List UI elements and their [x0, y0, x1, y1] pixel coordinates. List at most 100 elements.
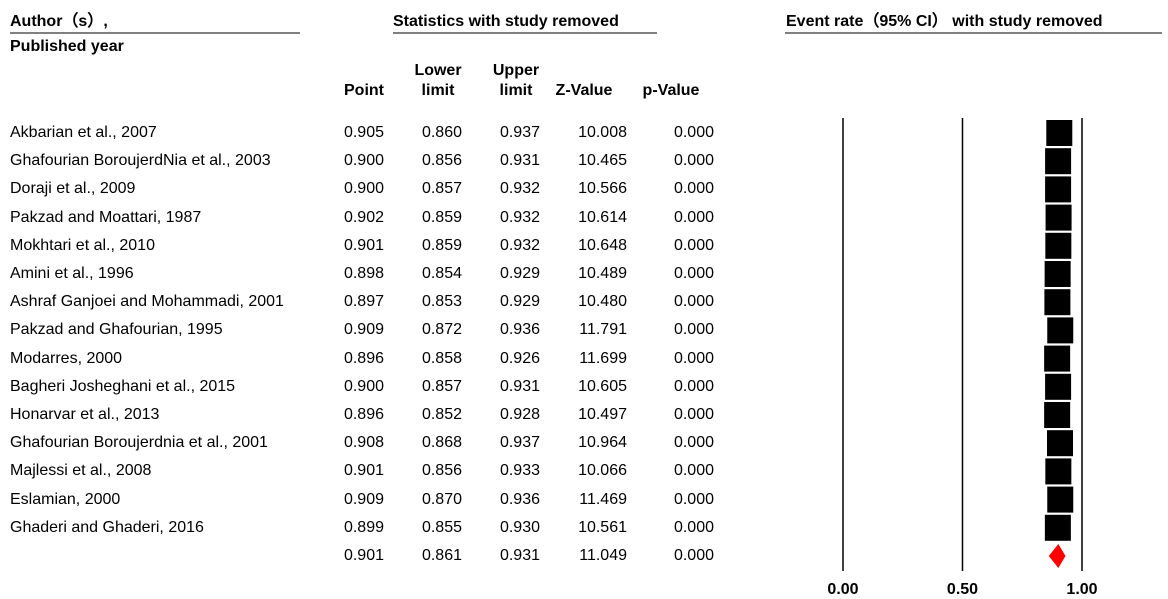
study-name: Ghafourian BoroujerdNia et al., 2003 — [10, 152, 271, 170]
table-cell: 0.926 — [499, 349, 540, 367]
table-cell: 10.605 — [578, 377, 627, 395]
table-cell: 10.566 — [578, 180, 627, 198]
column-header: p-Value — [642, 82, 700, 99]
table-cell: 0.854 — [421, 265, 462, 282]
table-cell: 0.896 — [343, 349, 384, 367]
table-cell: 0.000 — [673, 377, 714, 395]
table-cell: 10.465 — [578, 152, 627, 170]
table-cell: 0.858 — [421, 349, 462, 367]
point-marker — [1045, 148, 1072, 175]
table-cell: 0.936 — [499, 321, 540, 339]
table-cell: 0.000 — [673, 462, 714, 480]
table-cell: 0.930 — [499, 518, 540, 536]
point-marker — [1044, 514, 1071, 541]
table-cell: 0.909 — [343, 321, 384, 339]
table-cell: 0.932 — [499, 180, 540, 198]
table-cell: 0.937 — [499, 434, 540, 452]
point-marker — [1045, 373, 1072, 400]
point-marker — [1047, 486, 1074, 513]
table-cell: 11.469 — [579, 490, 627, 508]
table-cell: 0.856 — [421, 462, 462, 480]
table-cell: 10.480 — [578, 293, 627, 311]
column-header: Lower limit — [414, 62, 462, 99]
table-cell: 0.868 — [421, 434, 462, 452]
point-marker — [1045, 232, 1072, 259]
table-cell: 0.905 — [343, 124, 384, 141]
table-cell: 0.853 — [421, 293, 462, 311]
table-cell: 0.859 — [421, 208, 462, 226]
table-cell: 0.902 — [343, 208, 384, 226]
table-cell: 0.000 — [673, 518, 714, 536]
table-cell: 10.008 — [578, 124, 627, 141]
point-marker — [1045, 458, 1072, 485]
table-cell: 10.648 — [578, 236, 627, 254]
table-cell: 0.000 — [673, 321, 714, 339]
column-header: Point — [344, 82, 384, 99]
table-cell: 0.870 — [421, 490, 462, 508]
study-name: Eslamian, 2000 — [10, 490, 121, 508]
table-cell: 0.899 — [343, 518, 384, 536]
point-marker — [1044, 289, 1071, 316]
table-cell: 0.000 — [673, 406, 714, 423]
table-cell: 10.964 — [578, 434, 627, 452]
study-name: Pakzad and Moattari, 1987 — [10, 208, 202, 226]
point-marker — [1045, 176, 1072, 203]
table-cell: 0.931 — [499, 547, 540, 564]
table-cell: 10.497 — [578, 406, 627, 423]
table-cell: 0.932 — [499, 236, 540, 254]
table-cell: 0.000 — [673, 265, 714, 282]
column-header: Z-Value — [555, 82, 613, 99]
study-name: Ghaderi and Ghaderi, 2016 — [10, 518, 204, 536]
table-cell: 0.857 — [421, 180, 462, 198]
point-marker — [1045, 204, 1072, 231]
study-name: Mokhtari et al., 2010 — [10, 236, 155, 254]
table-cell: 10.489 — [578, 265, 627, 282]
table-cell: 0.000 — [673, 490, 714, 508]
table-cell: 0.901 — [343, 462, 384, 480]
table-cell: 0.931 — [499, 377, 540, 395]
table-cell: 0.898 — [343, 265, 384, 282]
table-cell: 0.859 — [421, 236, 462, 254]
table-cell: 11.699 — [579, 349, 627, 367]
table-cell: 10.614 — [578, 208, 627, 226]
table-cell: 0.900 — [343, 377, 384, 395]
table-cell: 0.856 — [421, 152, 462, 170]
study-name: Majlessi et al., 2008 — [10, 462, 152, 480]
table-cell: 0.000 — [673, 124, 714, 141]
study-name: Ashraf Ganjoei and Mohammadi, 2001 — [10, 293, 284, 311]
table-cell: 0.937 — [499, 124, 540, 141]
table-cell: 0.000 — [673, 547, 714, 564]
x-tick-label: 0.50 — [947, 581, 978, 598]
study-name: Amini et al., 1996 — [10, 265, 134, 282]
study-name: Bagheri Josheghani et al., 2015 — [10, 377, 236, 395]
table-cell: 0.860 — [421, 124, 462, 141]
table-cell: 0.908 — [343, 434, 384, 452]
table-cell: 0.000 — [673, 152, 714, 170]
study-name: Ghafourian Boroujerdnia et al., 2001 — [10, 434, 268, 452]
table-cell: 0.000 — [673, 180, 714, 198]
point-marker — [1044, 261, 1071, 287]
table-cell: 0.861 — [421, 547, 462, 564]
table-cell: 0.901 — [343, 547, 384, 564]
table-cell: 0.896 — [343, 406, 384, 423]
point-marker — [1044, 345, 1071, 372]
column-header: Upper limit — [492, 62, 540, 99]
table-cell: 0.900 — [343, 152, 384, 170]
table-cell: 0.000 — [673, 434, 714, 452]
table-cell: 0.929 — [499, 265, 540, 282]
x-tick-label: 1.00 — [1066, 581, 1097, 598]
header-year: Published year — [10, 38, 124, 55]
table-cell: 11.791 — [579, 321, 627, 339]
table-cell: 0.852 — [421, 406, 462, 423]
study-name: Akbarian et al., 2007 — [10, 124, 157, 141]
point-marker — [1047, 430, 1074, 457]
table-cell: 0.929 — [499, 293, 540, 311]
table-cell: 0.000 — [673, 293, 714, 311]
header-author: Author（s）, — [10, 13, 108, 30]
table-cell: 10.066 — [578, 462, 627, 480]
study-name: Pakzad and Ghafourian, 1995 — [10, 321, 223, 339]
table-cell: 0.909 — [343, 490, 384, 508]
table-cell: 0.933 — [499, 462, 540, 480]
header-plot: Event rate（95% CI） with study removed — [786, 13, 1103, 30]
